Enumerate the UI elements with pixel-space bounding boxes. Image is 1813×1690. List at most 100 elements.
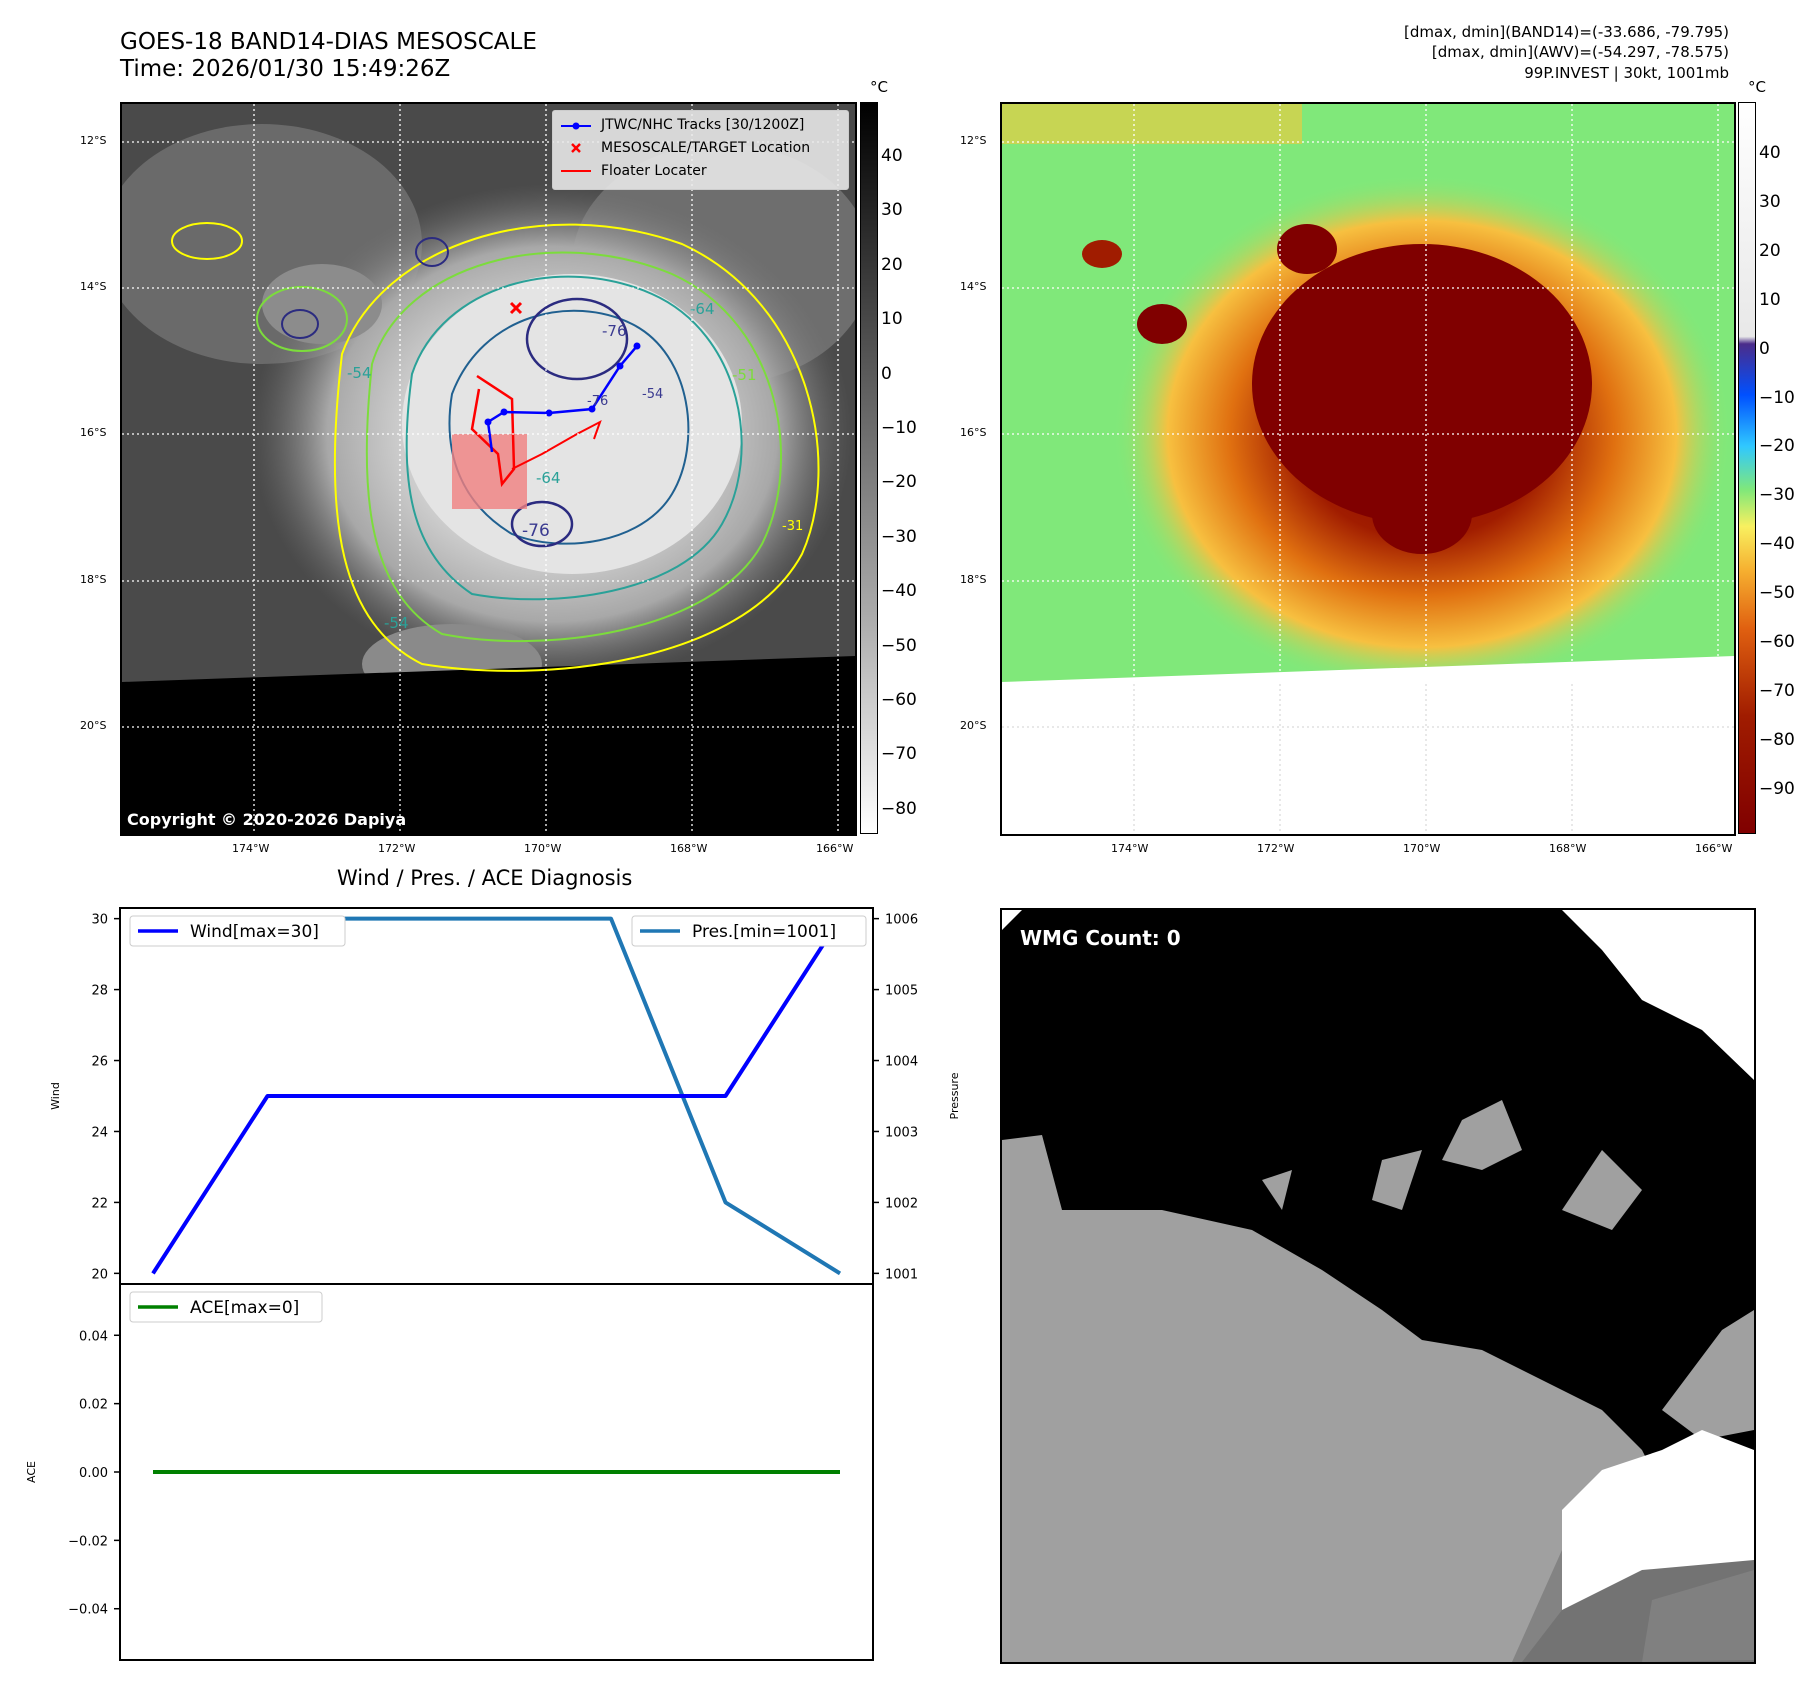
colorbar-tick: 40 xyxy=(1759,143,1781,163)
colorbar-tick: −60 xyxy=(1759,632,1795,652)
lat-label: 18°S xyxy=(960,573,987,586)
ace-tick-label: 0.04 xyxy=(79,1329,108,1344)
contour-label: -51 xyxy=(732,366,757,384)
legend-item-target: MESOSCALE/TARGET Location xyxy=(601,140,811,156)
ir-colorbar-ticks: 40 30 20 10 0 −10 −20 −30 −40 −50 −60 −7… xyxy=(881,102,921,832)
wind-series-line xyxy=(151,917,842,1275)
wind-tick-label: 28 xyxy=(91,984,108,999)
lon-label: 174°W xyxy=(232,842,270,855)
ir-satellite-image xyxy=(122,104,855,834)
legend-markers xyxy=(561,122,591,172)
diagnosis-chart: 30 28 26 24 22 20 1006 1005 1004 1003 1002 1001 0.04… xyxy=(25,907,961,1661)
colorbar-tick: 10 xyxy=(881,309,903,329)
wmg-count-label: WMG Count: 0 xyxy=(1020,926,1181,950)
legend-pressure: Pres.[min=1001] xyxy=(692,922,836,942)
awv-satellite-panel xyxy=(1000,102,1736,836)
ace-tick-label: 0.02 xyxy=(79,1398,108,1413)
wmg-image xyxy=(1002,910,1754,1662)
ace-axis-label: ACE xyxy=(25,1461,38,1483)
lon-label: 168°W xyxy=(1549,842,1587,855)
colorbar-tick: −90 xyxy=(1759,779,1795,799)
colorbar-tick: −20 xyxy=(881,472,917,492)
lat-label: 20°S xyxy=(80,719,107,732)
colorbar-tick: −70 xyxy=(1759,681,1795,701)
pressure-tick-label: 1002 xyxy=(885,1196,918,1211)
ir-colorbar xyxy=(860,102,878,834)
lon-label: 174°W xyxy=(1111,842,1149,855)
colorbar-tick: −10 xyxy=(881,418,917,438)
colorbar-tick: −70 xyxy=(881,744,917,764)
copyright-text: Copyright © 2020-2026 Dapiya xyxy=(127,810,407,829)
contour-label: -76 xyxy=(522,521,550,541)
lon-label: 166°W xyxy=(1695,842,1733,855)
colorbar-tick: −50 xyxy=(1759,583,1795,603)
colorbar-tick: −40 xyxy=(881,581,917,601)
contour-label: -76 xyxy=(587,394,609,409)
colorbar-tick: −80 xyxy=(881,799,917,819)
figure-title: GOES-18 BAND14-DIAS MESOSCALE xyxy=(120,29,537,55)
wind-tick-label: 30 xyxy=(91,913,108,928)
legend-ace: ACE[max=0] xyxy=(190,1298,299,1318)
lon-label: 172°W xyxy=(378,842,416,855)
colorbar-tick: −10 xyxy=(1759,388,1795,408)
lat-label: 12°S xyxy=(80,134,107,147)
pressure-tick-label: 1001 xyxy=(885,1267,918,1282)
colorbar-tick: 30 xyxy=(1759,192,1781,212)
colorbar-tick: −60 xyxy=(881,690,917,710)
ir-legend: JTWC/NHC Tracks [30/1200Z] MESOSCALE/TAR… xyxy=(552,110,849,190)
colorbar-tick: 40 xyxy=(881,146,903,166)
lon-label: 172°W xyxy=(1257,842,1295,855)
contour-label: -64 xyxy=(690,300,715,318)
colorbar-tick: −80 xyxy=(1759,730,1795,750)
ace-tick-label: 0.00 xyxy=(79,1466,108,1481)
colorbar-tick: 30 xyxy=(881,200,903,220)
wind-axis-label: Wind xyxy=(49,1082,62,1110)
pressure-tick-label: 1003 xyxy=(885,1125,918,1140)
colorbar-tick: −20 xyxy=(1759,436,1795,456)
wind-tick-label: 24 xyxy=(91,1125,108,1140)
ace-tick-label: −0.02 xyxy=(68,1534,108,1549)
lat-label: 16°S xyxy=(80,426,107,439)
colorbar-tick: −50 xyxy=(881,636,917,656)
lat-label: 12°S xyxy=(960,134,987,147)
contour-label: -64 xyxy=(536,469,561,487)
contour-label: -76 xyxy=(602,322,627,340)
legend-wind: Wind[max=30] xyxy=(190,922,319,942)
contour-label: -54 xyxy=(642,387,664,402)
awv-range: [dmax, dmin](AWV)=(-54.297, -78.575) xyxy=(1431,43,1729,61)
colorbar-tick: 20 xyxy=(1759,241,1781,261)
pressure-tick-label: 1004 xyxy=(885,1055,918,1070)
band14-range: [dmax, dmin](BAND14)=(-33.686, -79.795) xyxy=(1404,23,1729,41)
awv-colorbar-unit: °C xyxy=(1748,78,1766,96)
legend-item-floater: Floater Locater xyxy=(601,163,707,179)
pressure-tick-label: 1006 xyxy=(885,913,918,928)
contour-label: -54 xyxy=(384,614,409,632)
pressure-legend: Pres.[min=1001] xyxy=(631,915,867,947)
ace-legend: ACE[max=0] xyxy=(129,1291,323,1323)
ir-satellite-panel: -76 -64 -64 -76 -54 -54 -51 -54 -76 -31 … xyxy=(120,102,857,836)
pressure-axis-label: Pressure xyxy=(948,1072,961,1119)
colorbar-tick: 0 xyxy=(881,364,892,384)
wind-tick-label: 22 xyxy=(91,1196,108,1211)
colorbar-tick: 10 xyxy=(1759,290,1781,310)
wind-tick-label: 20 xyxy=(91,1267,108,1282)
figure-time: Time: 2026/01/30 15:49:26Z xyxy=(120,56,451,82)
lon-label: 170°W xyxy=(1403,842,1441,855)
contour-label: -54 xyxy=(347,364,372,382)
wind-legend: Wind[max=30] xyxy=(129,915,346,947)
lat-label: 14°S xyxy=(960,280,987,293)
ace-tick-label: −0.04 xyxy=(68,1603,108,1618)
diagnosis-title: Wind / Pres. / ACE Diagnosis xyxy=(337,866,633,890)
colorbar-tick: 0 xyxy=(1759,339,1770,359)
lat-label: 20°S xyxy=(960,719,987,732)
lon-label: 170°W xyxy=(524,842,562,855)
colorbar-tick: 20 xyxy=(881,255,903,275)
wind-tick-label: 26 xyxy=(91,1055,108,1070)
lat-label: 18°S xyxy=(80,573,107,586)
colorbar-tick: −30 xyxy=(881,527,917,547)
awv-colorbar xyxy=(1738,102,1756,834)
lon-label: 166°W xyxy=(816,842,854,855)
contour-label: -31 xyxy=(782,519,804,534)
colorbar-tick: −30 xyxy=(1759,485,1795,505)
ir-colorbar-unit: °C xyxy=(870,78,888,96)
